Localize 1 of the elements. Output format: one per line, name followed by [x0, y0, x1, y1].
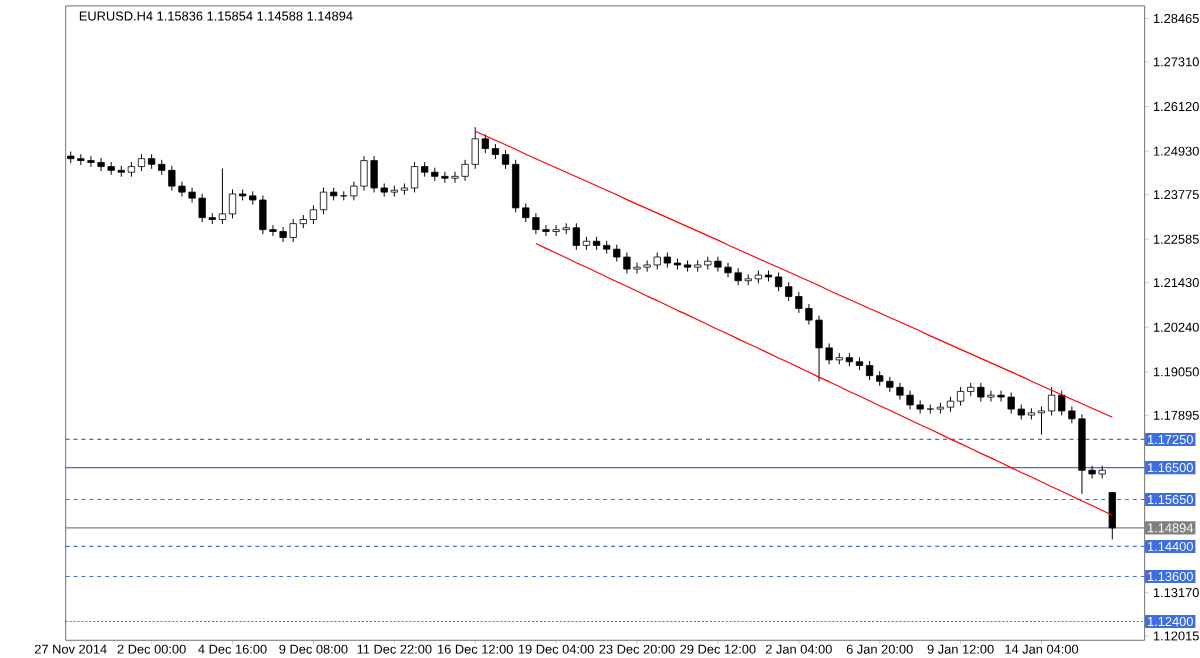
- candlestick: [1108, 491, 1116, 540]
